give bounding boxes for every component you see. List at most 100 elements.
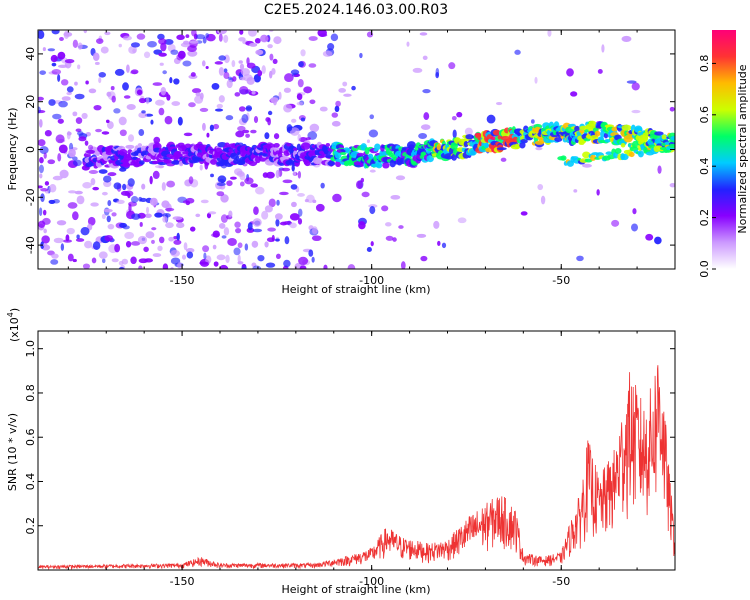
- spectrogram-noise-mark: [138, 196, 143, 202]
- spectrogram-noise-mark: [103, 175, 112, 183]
- spectrogram-noise-mark: [212, 244, 217, 250]
- spectrogram-noise-mark: [250, 183, 258, 188]
- spectrogram-noise-mark: [261, 210, 269, 220]
- spectrogram-noise-mark: [597, 68, 603, 74]
- spectrogram-noise-mark: [384, 222, 392, 227]
- spectrogram-noise-mark: [601, 44, 605, 53]
- spectrogram-noise-mark: [50, 54, 58, 63]
- spectrogram-noise-mark: [225, 254, 230, 264]
- spectrogram-ridge-mark: [286, 143, 291, 147]
- spectrogram-noise-mark: [290, 69, 300, 75]
- spectrogram-noise-mark: [570, 91, 578, 97]
- spectrogram-noise-mark: [66, 130, 71, 140]
- spectrogram-noise-mark: [245, 106, 253, 111]
- spectrogram-noise-mark: [270, 97, 279, 103]
- spectrogram-noise-mark: [194, 95, 204, 104]
- spectrogram-noise-mark: [332, 193, 342, 203]
- spectrogram-noise-mark: [327, 42, 335, 51]
- spectrogram-noise-mark: [267, 227, 276, 232]
- snr-ytick-label: 0.6: [24, 428, 37, 446]
- spectrogram-noise-mark: [38, 30, 45, 40]
- spectrogram-noise-mark: [205, 66, 209, 70]
- spectrogram-noise-mark: [39, 157, 44, 164]
- spectrogram-noise-mark: [244, 243, 249, 251]
- spectrogram-noise-mark: [138, 265, 143, 269]
- spectrogram-noise-mark: [84, 140, 89, 146]
- spectrogram-noise-mark: [106, 121, 114, 130]
- spectrogram-noise-mark: [39, 146, 49, 154]
- spectrogram-noise-mark: [107, 223, 115, 230]
- spectrogram-noise-mark: [267, 44, 273, 49]
- spectrogram-ytick-label: -20: [24, 188, 37, 206]
- spectrogram-noise-mark: [293, 171, 297, 177]
- spectrogram-noise-mark: [177, 262, 183, 269]
- snr-ytick-label: 0.2: [24, 517, 37, 535]
- spectrogram-noise-mark: [535, 146, 543, 151]
- spectrogram-noise-mark: [116, 199, 125, 204]
- spectrogram-noise-mark: [131, 213, 141, 220]
- spectrogram-noise-mark: [42, 47, 46, 52]
- spectrogram-noise-mark: [126, 104, 136, 110]
- spectrogram-noise-mark: [233, 247, 241, 256]
- spectrogram-noise-mark: [319, 106, 328, 112]
- spectrogram-noise-mark: [87, 144, 94, 151]
- spectrogram-noise-mark: [151, 227, 157, 231]
- spectrogram-noise-mark: [161, 200, 170, 208]
- spectrogram-noise-mark: [159, 62, 164, 66]
- spectrogram-noise-mark: [67, 202, 78, 209]
- spectrogram-noise-mark: [457, 217, 467, 224]
- spectrogram-noise-mark: [223, 71, 230, 80]
- spectrogram-noise-mark: [118, 43, 122, 48]
- spectrogram-noise-mark: [107, 172, 117, 177]
- spectrogram-noise-mark: [83, 30, 88, 34]
- spectrogram-noise-mark: [42, 243, 48, 247]
- spectrogram-noise-mark: [237, 242, 243, 249]
- spectrogram-noise-mark: [418, 133, 428, 139]
- spectrogram-noise-mark: [152, 82, 163, 86]
- spectrogram-noise-mark: [203, 252, 207, 260]
- spectrogram-noise-mark: [92, 241, 101, 250]
- spectrogram-ridge-mark: [406, 141, 417, 150]
- spectrogram-noise-mark: [57, 74, 61, 82]
- spectrogram-noise-mark: [286, 124, 293, 132]
- spectrogram-noise-mark: [161, 181, 166, 191]
- spectrogram-noise-mark: [128, 203, 132, 213]
- spectrogram-noise-mark: [176, 34, 185, 40]
- snr-ytick-label: 0.4: [24, 473, 37, 491]
- spectrogram-ridge-mark: [620, 142, 626, 148]
- spectrogram-noise-mark: [60, 79, 69, 86]
- spectrogram-noise-mark: [113, 182, 122, 190]
- spectrogram-noise-mark: [110, 86, 115, 91]
- spectrogram-noise-mark: [44, 181, 50, 186]
- spectrogram-noise-mark: [239, 30, 244, 35]
- spectrogram-noise-mark: [155, 99, 165, 106]
- spectrogram-ridge2-mark: [628, 151, 635, 158]
- spectrogram-noise-mark: [366, 246, 372, 253]
- spectrogram-noise-mark: [72, 156, 78, 161]
- spectrogram-noise-mark: [298, 208, 303, 217]
- spectrogram-noise-mark: [165, 222, 174, 229]
- spectrogram-ridge2-mark: [582, 151, 591, 159]
- spectrogram-noise-mark: [41, 235, 50, 244]
- spectrogram-noise-mark: [273, 36, 282, 45]
- spectrogram-ridge-mark: [228, 148, 233, 152]
- spectrogram-noise-mark: [300, 49, 306, 57]
- spectrogram-noise-mark: [74, 190, 83, 195]
- spectrogram-noise-mark: [52, 175, 63, 181]
- spectrogram-noise-mark: [202, 36, 207, 44]
- spectrogram-noise-mark: [176, 222, 185, 229]
- spectrogram-noise-mark: [137, 235, 148, 245]
- spectrogram-ridge2-mark: [621, 153, 629, 161]
- spectrogram-noise-mark: [124, 231, 135, 240]
- spectrogram-noise-mark: [257, 254, 265, 262]
- spectrogram-noise-mark: [246, 76, 255, 85]
- spectrogram-ridge-mark: [85, 149, 96, 154]
- spectrogram-noise-mark: [296, 101, 304, 106]
- spectrogram-ridge-mark: [273, 142, 280, 148]
- spectrogram-noise-mark: [452, 129, 457, 139]
- spectrogram-noise-mark: [456, 111, 463, 118]
- spectrogram-noise-mark: [189, 40, 199, 44]
- spectrogram-ridge-mark: [664, 141, 670, 146]
- spectrogram-ridge-mark: [463, 140, 469, 148]
- spectrogram-noise-mark: [495, 101, 503, 106]
